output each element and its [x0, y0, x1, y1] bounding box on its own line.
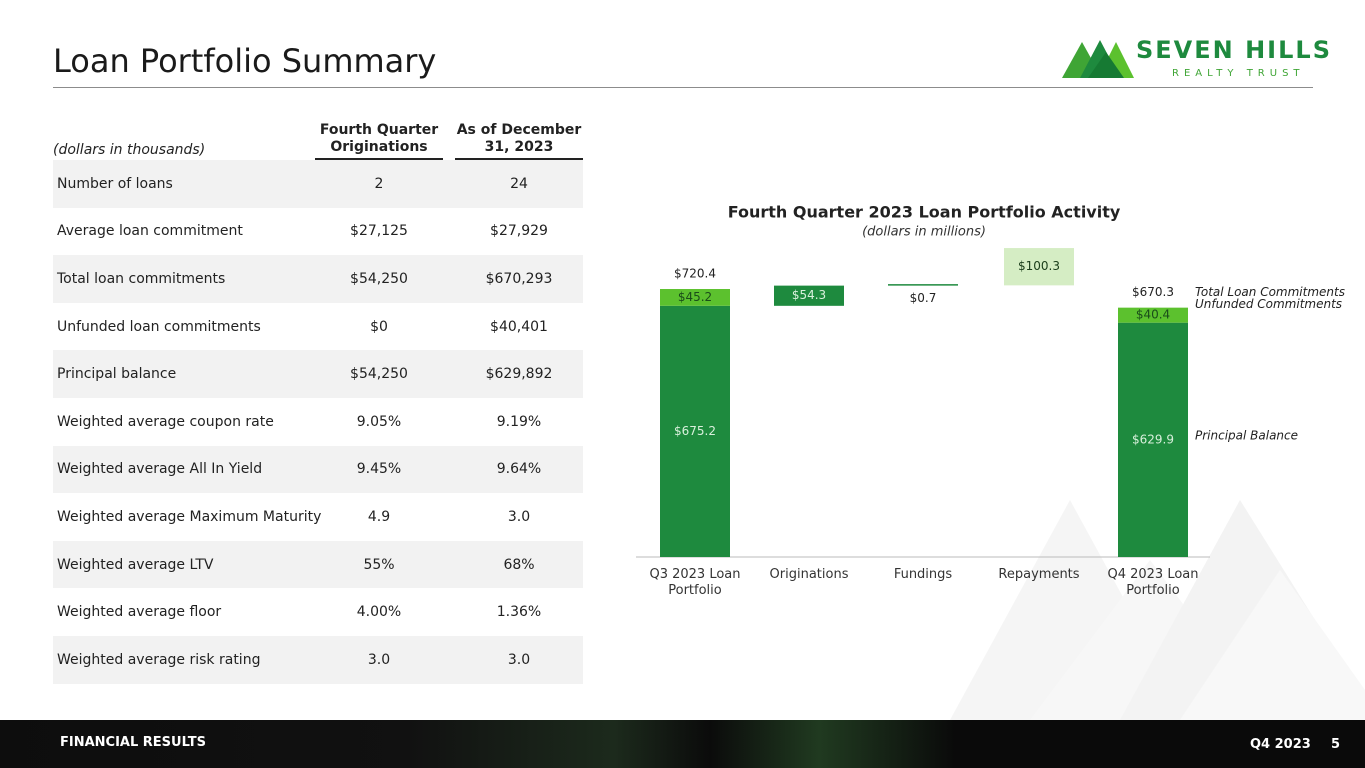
- x-tick-label: Fundings: [893, 567, 953, 582]
- table-row: Principal balance $54,250 $629,892: [53, 350, 583, 398]
- footer-period: Q4 2023: [1250, 737, 1311, 752]
- chart-subtitle: (dollars in millions): [862, 225, 986, 240]
- page-title: Loan Portfolio Summary: [53, 42, 437, 80]
- table-row: Weighted average coupon rate 9.05% 9.19%: [53, 398, 583, 446]
- x-tick-label: Repayments: [998, 567, 1080, 582]
- x-tick-label: Q3 2023 Loan Portfolio: [649, 567, 741, 598]
- footer: FINANCIAL RESULTS Q4 2023 5: [0, 720, 1365, 768]
- cell-value: $629,892: [485, 366, 553, 383]
- row-label: Weighted average coupon rate: [57, 413, 274, 430]
- row-label: Number of loans: [57, 175, 173, 192]
- cell-value: 55%: [363, 556, 395, 573]
- cell-value: $670,293: [485, 270, 553, 287]
- cell-value: $27,125: [350, 223, 408, 240]
- series-name: Unfunded Commitments: [1195, 297, 1342, 311]
- cell-value: 9.19%: [496, 413, 542, 430]
- data-label: $54.3: [792, 288, 826, 302]
- cell-value: 68%: [503, 556, 535, 573]
- total-label: $720.4: [674, 267, 716, 281]
- table-row: Weighted average risk rating 3.0 3.0: [53, 635, 583, 684]
- footer-section: FINANCIAL RESULTS: [60, 735, 206, 750]
- table-row: Weighted average floor 4.00% 1.36%: [53, 588, 583, 636]
- column-header: Fourth Quarter Originations: [315, 122, 443, 160]
- table-row: Average loan commitment $27,125 $27,929: [53, 208, 583, 256]
- logo-tagline: REALTY TRUST: [1172, 68, 1305, 79]
- change-bar: [1004, 248, 1074, 286]
- data-label: $40.4: [1136, 308, 1170, 322]
- cell-value: $40,401: [490, 318, 548, 335]
- cell-value: 1.36%: [496, 604, 542, 621]
- table-row: Weighted average All In Yield 9.45% 9.64%: [53, 445, 583, 494]
- cell-value: 3.0: [507, 651, 531, 668]
- row-label: Weighted average risk rating: [57, 651, 261, 668]
- unfunded-bar: [1118, 307, 1188, 323]
- series-name: Principal Balance: [1195, 428, 1298, 442]
- principal-bar: [660, 305, 730, 557]
- table-header: (dollars in thousands) Fourth Quarter Ori…: [53, 100, 583, 160]
- cell-value: 2: [374, 175, 384, 192]
- chart: Fourth Quarter 2023 Loan Portfolio Activ…: [600, 190, 1360, 610]
- cell-value: 9.45%: [356, 461, 402, 478]
- page-number: 5: [1331, 737, 1341, 752]
- series-name: Total Loan Commitments: [1195, 285, 1345, 299]
- cell-value: 4.9: [367, 508, 391, 525]
- data-label: $45.2: [678, 290, 712, 304]
- cell-value: 3.0: [507, 508, 531, 525]
- data-label: $0.7: [910, 291, 937, 305]
- row-label: Weighted average floor: [57, 604, 222, 621]
- cell-value: $54,250: [350, 366, 408, 383]
- summary-table: (dollars in thousands) Fourth Quarter Ori…: [53, 100, 583, 684]
- unit-note: (dollars in thousands): [53, 142, 206, 158]
- table-row: Weighted average LTV 55% 68%: [53, 540, 583, 589]
- logo-name: SEVEN HILLS: [1136, 36, 1332, 64]
- cell-value: $27,929: [490, 223, 548, 240]
- chart-canvas: Fourth Quarter 2023 Loan Portfolio Activ…: [636, 203, 1345, 558]
- cell-value: 9.05%: [356, 413, 402, 430]
- table-row: Unfunded loan commitments $0 $40,401: [53, 303, 583, 351]
- total-label: $670.3: [1132, 285, 1174, 299]
- row-label: Unfunded loan commitments: [57, 318, 261, 335]
- data-label: $629.9: [1132, 432, 1174, 446]
- cell-value: $0: [370, 318, 388, 335]
- x-tick-label: Originations: [769, 567, 849, 582]
- principal-bar: [1118, 322, 1188, 557]
- cell-value: 9.64%: [496, 461, 542, 478]
- data-label: $675.2: [674, 424, 716, 438]
- unfunded-bar: [660, 289, 730, 306]
- row-label: Weighted average LTV: [57, 556, 214, 573]
- table-row: Number of loans 2 24: [53, 160, 583, 208]
- cell-value: 4.00%: [356, 604, 402, 621]
- x-tick-label: Q4 2023 Loan Portfolio: [1107, 567, 1199, 598]
- cell-value: 24: [510, 175, 528, 192]
- title-rule: [53, 87, 1313, 88]
- table-row: Weighted average Maximum Maturity 4.9 3.0: [53, 493, 583, 541]
- column-header: As of December 31, 2023: [455, 122, 583, 160]
- row-label: Weighted average All In Yield: [57, 461, 263, 478]
- cell-value: 3.0: [367, 651, 391, 668]
- data-label: $100.3: [1018, 259, 1060, 273]
- change-bar: [774, 285, 844, 306]
- row-label: Average loan commitment: [57, 223, 243, 240]
- table-row: Total loan commitments $54,250 $670,293: [53, 255, 583, 303]
- row-label: Weighted average Maximum Maturity: [57, 508, 322, 525]
- chart-title: Fourth Quarter 2023 Loan Portfolio Activ…: [728, 203, 1121, 222]
- row-label: Total loan commitments: [57, 270, 226, 287]
- cell-value: $54,250: [350, 270, 408, 287]
- change-bar: [888, 284, 958, 286]
- row-label: Principal balance: [57, 366, 177, 383]
